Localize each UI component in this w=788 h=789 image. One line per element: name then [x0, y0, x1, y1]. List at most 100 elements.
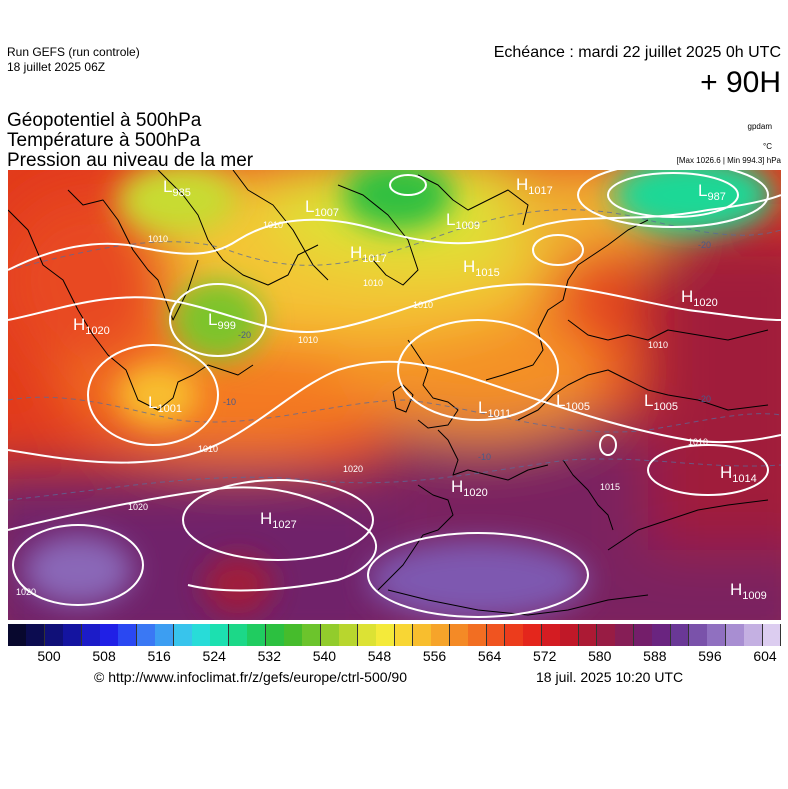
color-scale-cell: [596, 624, 616, 646]
color-scale-cell: [26, 624, 46, 646]
low-pressure-center: L1009: [446, 210, 480, 232]
low-pressure-center: L1007: [305, 197, 339, 219]
isotherms: [8, 209, 781, 501]
color-scale-cell: [81, 624, 101, 646]
color-scale-cell: [504, 624, 524, 646]
color-scale-cell: [670, 624, 690, 646]
isotherm-label: -10: [478, 452, 491, 462]
color-scale-cell: [302, 624, 322, 646]
color-scale-cell: [688, 624, 708, 646]
color-scale-cell: [725, 624, 745, 646]
low-pressure-center: L987: [698, 181, 726, 203]
low-pressure-center: L1001: [148, 393, 182, 415]
color-scale-cell: [486, 624, 506, 646]
color-scale-label: 524: [202, 648, 226, 664]
color-scale-cell: [541, 624, 561, 646]
run-title: Run GEFS (run controle): [7, 45, 140, 59]
color-scale-cell: [284, 624, 303, 646]
forecast-valid-time: Echéance : mardi 22 juillet 2025 0h UTC: [493, 44, 781, 61]
parameter-temperature: Température à 500hPa: [7, 130, 201, 151]
parameter-pressure: Pression au niveau de la mer: [7, 150, 254, 171]
color-scale-cell: [357, 624, 377, 646]
color-scale-cell: [449, 624, 469, 646]
color-scale-cell: [633, 624, 653, 646]
isotherm-labels: -20 -20 -10 -20 -10: [223, 240, 711, 462]
isotherm-label: -20: [238, 330, 251, 340]
color-scale-cell: [707, 624, 727, 646]
high-pressure-center: H1027: [260, 509, 297, 531]
color-scale-label: 516: [147, 648, 171, 664]
color-scale-cell: [339, 624, 359, 646]
color-scale-cell: [412, 624, 432, 646]
color-scale-cell: [63, 624, 83, 646]
color-scale-cell: [615, 624, 635, 646]
color-scale-cell: [744, 624, 764, 646]
isotherm-label: -20: [698, 240, 711, 250]
color-scale-cell: [155, 624, 175, 646]
color-scale-cell: [247, 624, 267, 646]
color-scale-label: 500: [37, 648, 61, 664]
isotherm-label: -20: [698, 394, 711, 404]
isobar-label: 1010: [263, 220, 283, 230]
high-pressure-center: H1020: [681, 287, 718, 309]
high-pressure-center: H1015: [463, 257, 500, 279]
low-pressure-center: L999: [208, 310, 236, 332]
color-scale-label: 540: [312, 648, 337, 664]
color-scale-cell: [118, 624, 138, 646]
high-pressure-center: H1017: [350, 243, 387, 265]
isobar-label: 1010: [413, 300, 433, 310]
parameter-geopotential: Géopotentiel à 500hPa: [7, 110, 202, 131]
color-scale-cell: [265, 624, 285, 646]
color-scale-cell: [468, 624, 487, 646]
color-scale-cell: [376, 624, 395, 646]
unit-geopotential: gpdam: [747, 122, 772, 131]
high-pressure-center: H1009: [730, 580, 767, 602]
color-scale-cell: [652, 624, 672, 646]
low-pressure-center: L985: [163, 177, 191, 199]
color-scale-cell: [762, 624, 782, 646]
high-pressure-center: H1020: [73, 315, 110, 337]
color-scale-label: 556: [422, 648, 447, 664]
color-scale-label: 580: [588, 648, 612, 664]
issued-time: 18 juil. 2025 10:20 UTC: [536, 669, 684, 685]
isobar-label: 1020: [16, 587, 36, 597]
unit-temperature: °C: [763, 142, 772, 151]
pressure-centers: L985 L1007 H1017 L1009 H1017 L987 H1015 H1020 H1…: [73, 175, 767, 602]
high-pressure-center: H1014: [720, 463, 757, 485]
unit-pressure: [Max 1026.6 | Min 994.3] hPa: [676, 156, 781, 165]
color-scale-label: 572: [533, 648, 557, 664]
color-scale-cell: [431, 624, 451, 646]
isobar-label: 1010: [688, 437, 708, 447]
geopotential-field: [8, 170, 781, 620]
color-scale-cell: [320, 624, 340, 646]
color-scale-labels: 500 508 516 524 532 540 548 556 564 572 580 588 596 6…: [0, 648, 788, 668]
isobars: [8, 170, 781, 618]
source-credit[interactable]: © http://www.infoclimat.fr/z/gefs/europe…: [94, 669, 408, 685]
color-scale-cell: [228, 624, 248, 646]
isobar-label: 1020: [128, 502, 148, 512]
color-scale-label: 596: [698, 648, 722, 664]
low-pressure-center: L1005: [556, 391, 590, 413]
color-scale-cell: [578, 624, 598, 646]
color-scale-label: 508: [92, 648, 116, 664]
isobar-label: 1010: [363, 278, 383, 288]
color-scale-cell: [394, 624, 414, 646]
low-pressure-center: L1005: [644, 391, 678, 413]
isobar-label: 1010: [198, 444, 218, 454]
color-scale-label: 588: [643, 648, 667, 664]
color-scale-cell: [173, 624, 193, 646]
color-scale: [8, 624, 782, 646]
isobar-label: 1015: [600, 482, 620, 492]
color-scale-label: 548: [367, 648, 392, 664]
weather-map[interactable]: 1010 1010 1010 1010 1010 1010 1010 1020 …: [8, 170, 781, 620]
low-pressure-center: L1011: [478, 398, 511, 420]
color-scale-cell: [192, 624, 211, 646]
color-scale-cell: [44, 624, 64, 646]
coastlines: [8, 170, 769, 616]
map-canvas: 1010 1010 1010 1010 1010 1010 1010 1020 …: [8, 170, 781, 620]
forecast-horizon: + 90H: [700, 66, 781, 99]
isobar-labels: 1010 1010 1010 1010 1010 1010 1010 1020 …: [16, 220, 708, 597]
color-scale-label: 564: [477, 648, 502, 664]
high-pressure-center: H1017: [516, 175, 553, 197]
color-scale-cell: [100, 624, 119, 646]
